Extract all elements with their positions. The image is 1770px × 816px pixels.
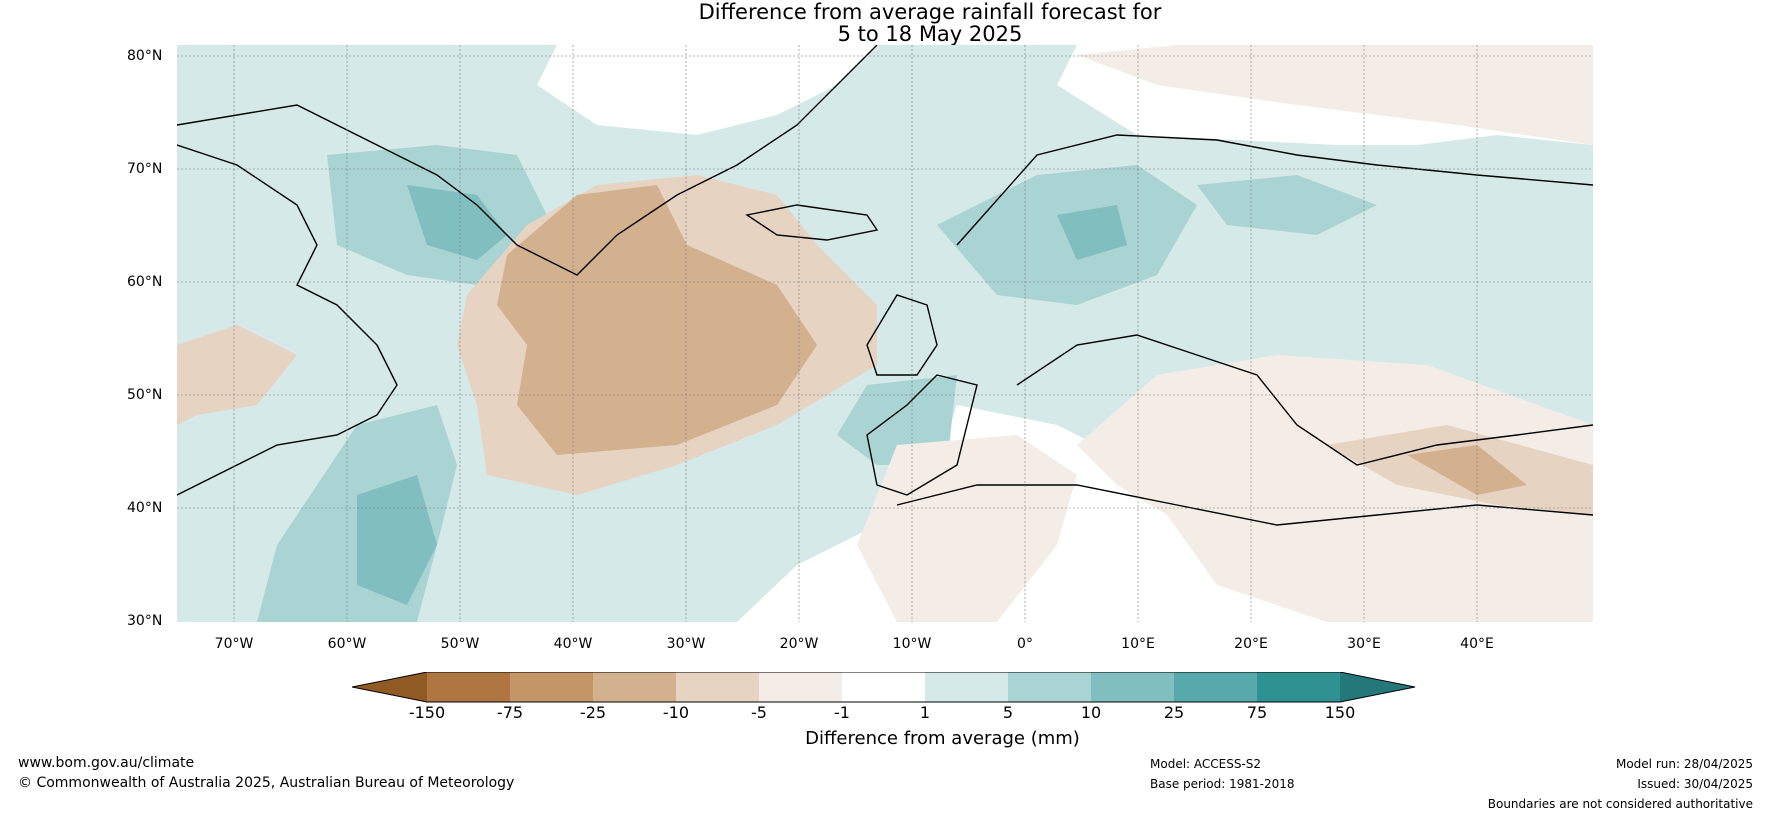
- colorbar-seg-wet-75: [1257, 672, 1340, 702]
- lon-label-30w: 30°W: [666, 636, 706, 652]
- rainfall-map: [177, 45, 1593, 622]
- lat-label-60n: 60°N: [127, 274, 163, 290]
- colorbar-tick: -75: [496, 703, 524, 722]
- colorbar-extend-dry: [352, 672, 427, 702]
- disclaimer-text: Boundaries are not considered authoritat…: [1487, 797, 1753, 811]
- wet-region-greenland-core: [407, 185, 507, 260]
- colorbar-outline: [352, 672, 1416, 703]
- issued-date: Issued: 30/04/2025: [1637, 777, 1753, 791]
- dry-region-arctic: [1077, 45, 1593, 145]
- colorbar-tick: 10: [1080, 703, 1102, 722]
- colorbar-seg-dry-25: [510, 672, 593, 702]
- colorbar-seg-dry-75: [427, 672, 510, 702]
- lon-label-70w: 70°W: [214, 636, 254, 652]
- wet-region-atlantic-core: [357, 475, 437, 605]
- lon-label-50w: 50°W: [440, 636, 480, 652]
- lon-label-0: 0°: [1017, 636, 1033, 652]
- legend-title: Difference from average (mm): [805, 728, 1080, 749]
- graticule: [177, 45, 1593, 622]
- rainfall-map-svg: [177, 45, 1593, 622]
- dry-region-europe-south: [1077, 355, 1593, 622]
- lon-label-60w: 60°W: [327, 636, 367, 652]
- colorbar-tick: 25: [1163, 703, 1185, 722]
- colorbar-seg-neutral: [842, 672, 925, 702]
- lon-label-20w: 20°W: [779, 636, 819, 652]
- colorbar-tick: 75: [1246, 703, 1268, 722]
- southern-europe-coast: [1016, 334, 1593, 466]
- colorbar-tick: -1: [834, 703, 850, 722]
- dry-region-east-canada: [177, 325, 297, 425]
- colorbar-seg-dry-5: [676, 672, 759, 702]
- lon-label-10e: 10°E: [1121, 636, 1155, 652]
- lon-label-40w: 40°W: [553, 636, 593, 652]
- greenland-coast: [177, 45, 878, 276]
- lon-label-10w: 10°W: [892, 636, 932, 652]
- colorbar-seg-wet-10: [1091, 672, 1174, 702]
- lat-label-50n: 50°N: [127, 387, 163, 403]
- colorbar-seg-dry-10: [593, 672, 676, 702]
- model-info: Model: ACCESS-S2: [1150, 757, 1262, 771]
- dry-region-atlantic-core: [497, 185, 817, 455]
- colorbar-extend-wet: [1340, 672, 1415, 702]
- chart-title-line1: Difference from average rainfall forecas…: [698, 0, 1162, 24]
- legend-colorbar: [352, 672, 1416, 703]
- lon-label-40e: 40°E: [1460, 636, 1494, 652]
- colorbar-tick: -10: [662, 703, 690, 722]
- north-america-coast: [177, 144, 398, 496]
- colorbar-tick: -25: [579, 703, 607, 722]
- base-period-info: Base period: 1981-2018: [1150, 777, 1295, 791]
- colorbar-seg-dry-1: [759, 672, 842, 702]
- website-link[interactable]: www.bom.gov.au/climate: [18, 755, 195, 771]
- iberia-coast: [866, 374, 978, 496]
- colorbar-seg-wet-1: [925, 672, 1008, 702]
- lon-label-20e: 20°E: [1234, 636, 1268, 652]
- lat-label-30n: 30°N: [127, 613, 163, 629]
- lat-label-40n: 40°N: [127, 500, 163, 516]
- colorbar-seg-wet-25: [1174, 672, 1257, 702]
- iceland-coast: [745, 204, 879, 241]
- colorbar-tick: 150: [1324, 703, 1356, 722]
- scandinavia-coast: [956, 134, 1593, 246]
- dry-region-turkey-core: [1407, 445, 1527, 495]
- north-africa-coast: [896, 484, 1593, 526]
- lat-label-70n: 70°N: [127, 161, 163, 177]
- wet-region-norway-core: [1057, 205, 1127, 260]
- lat-label-80n: 80°N: [127, 48, 163, 64]
- colorbar-tick: -5: [751, 703, 767, 722]
- colorbar-tick: 5: [1002, 703, 1014, 722]
- british-isles-coast: [866, 294, 938, 376]
- chart-title-line2: 5 to 18 May 2025: [837, 22, 1023, 46]
- lon-label-30e: 30°E: [1347, 636, 1381, 652]
- copyright-text: © Commonwealth of Australia 2025, Austra…: [18, 775, 515, 791]
- colorbar-tick: 1: [919, 703, 931, 722]
- colorbar-seg-wet-5: [1008, 672, 1091, 702]
- wet-region-russia: [1197, 175, 1377, 235]
- colorbar-tick: -150: [408, 703, 446, 722]
- model-run-date: Model run: 28/04/2025: [1615, 757, 1753, 771]
